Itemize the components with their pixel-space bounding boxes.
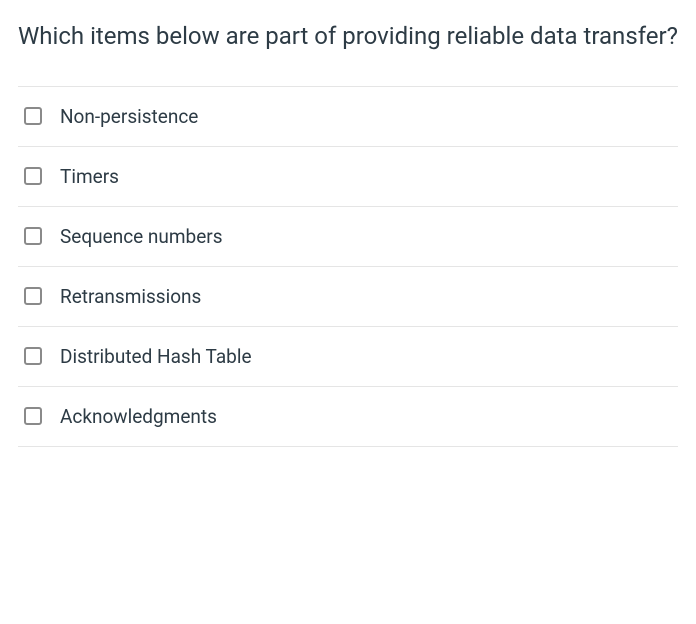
option-checkbox-1[interactable]	[24, 167, 42, 185]
option-label[interactable]: Distributed Hash Table	[60, 345, 252, 368]
option-item: Distributed Hash Table	[18, 326, 678, 386]
option-item: Sequence numbers	[18, 206, 678, 266]
option-label[interactable]: Sequence numbers	[60, 225, 223, 248]
question-text: Which items below are part of providing …	[18, 20, 678, 54]
option-item: Non-persistence	[18, 86, 678, 146]
option-item: Retransmissions	[18, 266, 678, 326]
option-label[interactable]: Acknowledgments	[60, 405, 217, 428]
option-item: Timers	[18, 146, 678, 206]
option-label[interactable]: Retransmissions	[60, 285, 201, 308]
option-checkbox-2[interactable]	[24, 227, 42, 245]
option-checkbox-4[interactable]	[24, 347, 42, 365]
option-checkbox-0[interactable]	[24, 107, 42, 125]
option-label[interactable]: Non-persistence	[60, 105, 198, 128]
option-checkbox-5[interactable]	[24, 407, 42, 425]
option-checkbox-3[interactable]	[24, 287, 42, 305]
option-label[interactable]: Timers	[60, 165, 119, 188]
options-list: Non-persistence Timers Sequence numbers …	[18, 86, 678, 447]
option-item: Acknowledgments	[18, 386, 678, 447]
